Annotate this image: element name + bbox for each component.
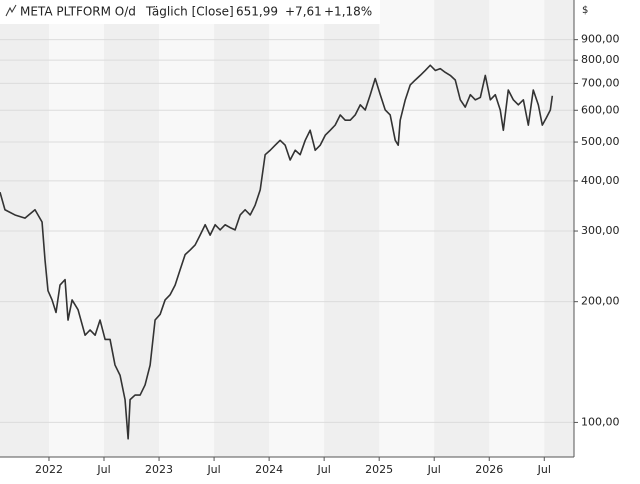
last-value: 651,99 <box>236 5 278 19</box>
currency: $ <box>582 5 588 16</box>
header-background <box>0 0 380 24</box>
y-tick-label: 900,00 <box>581 33 620 46</box>
axes: 100,00 200,00 300,00 400,00 500,00 600,00 700,… <box>0 0 620 476</box>
x-tick-label: Jul <box>537 463 551 476</box>
x-tick-label: 2025 <box>365 463 393 476</box>
x-tick-label: 2026 <box>475 463 503 476</box>
grid <box>0 39 574 423</box>
y-tick-label: 200,00 <box>581 295 620 308</box>
x-tick-label: 2024 <box>255 463 283 476</box>
change-percent: +1,18% <box>324 5 372 19</box>
line-icon <box>5 4 17 17</box>
x-tick-label: 2023 <box>145 463 173 476</box>
y-tick-label: 100,00 <box>581 415 620 428</box>
price-line <box>0 64 554 440</box>
plot-background <box>0 0 574 457</box>
chart-subtitle: Täglich [Close] <box>145 5 234 19</box>
x-tick-label: Jul <box>317 463 331 476</box>
x-tick-label: Jul <box>206 463 220 476</box>
y-tick-label: 800,00 <box>581 53 620 66</box>
plot <box>0 64 554 440</box>
y-tick-label: 400,00 <box>581 174 620 187</box>
band <box>434 0 490 457</box>
y-tick-label: 500,00 <box>581 135 620 148</box>
header: META PLTFORM O/d Täglich [Close] 651,99 … <box>0 0 380 24</box>
x-tick-label: Jul <box>427 463 441 476</box>
chart-title: META PLTFORM O/d <box>20 5 136 19</box>
change: +7,61 <box>285 5 322 19</box>
band <box>0 0 49 457</box>
band <box>104 0 160 457</box>
x-tick-label: 2022 <box>35 463 63 476</box>
band <box>544 0 574 457</box>
band <box>214 0 270 457</box>
y-tick-label: 300,00 <box>581 224 620 237</box>
band <box>324 0 380 457</box>
y-tick-label: 600,00 <box>581 103 620 116</box>
x-tick-label: Jul <box>96 463 110 476</box>
y-tick-label: 700,00 <box>581 76 620 89</box>
